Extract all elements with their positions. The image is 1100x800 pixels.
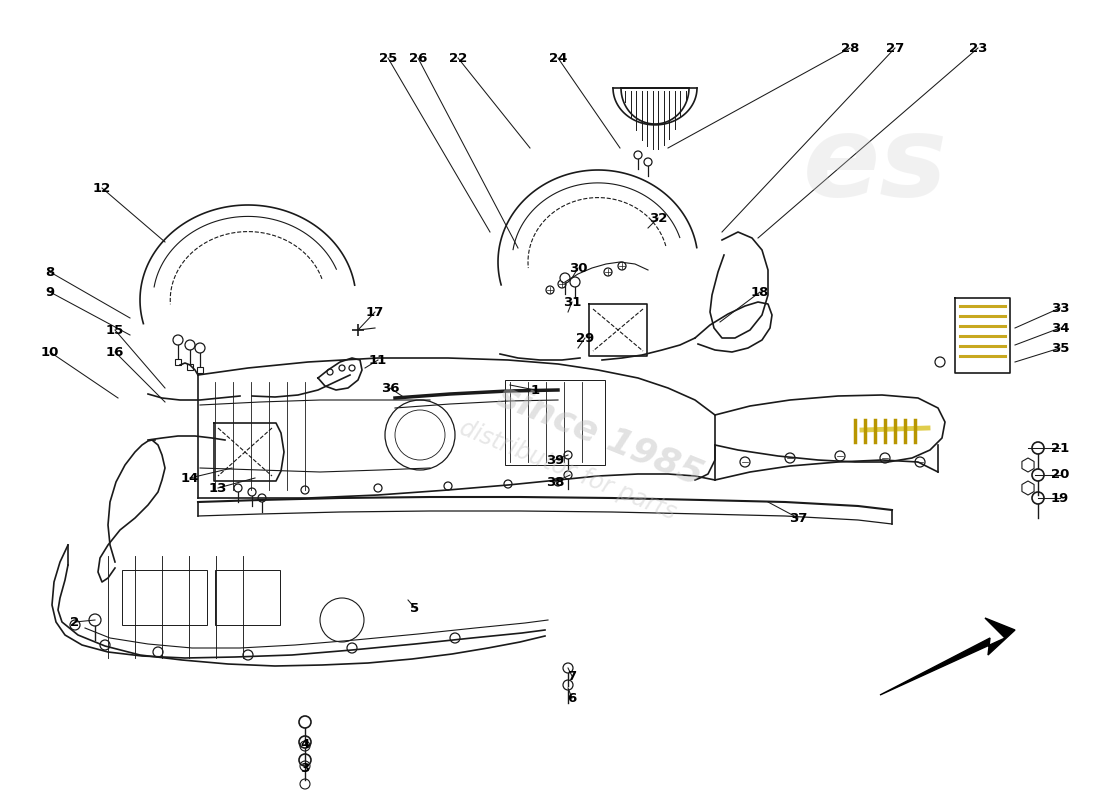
Text: 11: 11	[368, 354, 387, 366]
Circle shape	[100, 640, 110, 650]
Text: 32: 32	[649, 211, 668, 225]
Text: 5: 5	[410, 602, 419, 614]
Text: 4: 4	[300, 738, 309, 751]
Circle shape	[301, 486, 309, 494]
Text: 36: 36	[381, 382, 399, 394]
Text: 19: 19	[1050, 491, 1069, 505]
Text: 37: 37	[789, 511, 807, 525]
Text: 28: 28	[840, 42, 859, 54]
Text: 35: 35	[1050, 342, 1069, 354]
Circle shape	[604, 268, 612, 276]
Circle shape	[374, 484, 382, 492]
Text: since 1985: since 1985	[493, 378, 707, 492]
Circle shape	[258, 494, 266, 502]
Text: 6: 6	[568, 691, 576, 705]
Text: 31: 31	[563, 295, 581, 309]
Bar	[122, 570, 207, 625]
Text: 10: 10	[41, 346, 59, 358]
Circle shape	[554, 478, 562, 486]
Text: 25: 25	[378, 51, 397, 65]
Text: 8: 8	[45, 266, 55, 278]
Text: 23: 23	[969, 42, 987, 54]
Circle shape	[618, 262, 626, 270]
Polygon shape	[880, 618, 1015, 695]
Text: 13: 13	[209, 482, 228, 494]
Circle shape	[563, 680, 573, 690]
Text: 3: 3	[300, 762, 309, 774]
Text: 7: 7	[568, 670, 576, 682]
Circle shape	[504, 480, 512, 488]
Circle shape	[243, 650, 253, 660]
Text: 14: 14	[180, 471, 199, 485]
Circle shape	[173, 335, 183, 345]
Text: 1: 1	[530, 383, 540, 397]
Text: 26: 26	[409, 51, 427, 65]
Text: 22: 22	[449, 51, 468, 65]
Circle shape	[450, 633, 460, 643]
Text: 30: 30	[569, 262, 587, 274]
Text: 38: 38	[546, 475, 564, 489]
Circle shape	[546, 286, 554, 294]
Text: 9: 9	[45, 286, 55, 298]
Circle shape	[349, 365, 355, 371]
Circle shape	[1032, 442, 1044, 454]
Circle shape	[935, 357, 945, 367]
Circle shape	[327, 369, 333, 375]
Circle shape	[564, 471, 572, 479]
Text: 17: 17	[366, 306, 384, 318]
Circle shape	[560, 273, 570, 283]
Text: 29: 29	[576, 331, 594, 345]
Circle shape	[195, 343, 205, 353]
Circle shape	[785, 453, 795, 463]
Text: 18: 18	[751, 286, 769, 298]
Text: 34: 34	[1050, 322, 1069, 334]
Circle shape	[346, 643, 358, 653]
Circle shape	[880, 453, 890, 463]
Circle shape	[835, 451, 845, 461]
Circle shape	[299, 716, 311, 728]
Text: distributor for parts: distributor for parts	[456, 415, 680, 525]
Bar	[505, 380, 605, 465]
Text: 21: 21	[1050, 442, 1069, 454]
Bar	[214, 570, 280, 625]
Text: 2: 2	[70, 615, 79, 629]
Circle shape	[299, 736, 311, 748]
Circle shape	[564, 451, 572, 459]
Text: es: es	[803, 110, 947, 221]
Circle shape	[1032, 469, 1044, 481]
Circle shape	[634, 151, 642, 159]
Circle shape	[153, 647, 163, 657]
Circle shape	[89, 614, 101, 626]
Circle shape	[339, 365, 345, 371]
Text: 16: 16	[106, 346, 124, 358]
Circle shape	[70, 620, 80, 630]
Circle shape	[644, 158, 652, 166]
Text: 27: 27	[886, 42, 904, 54]
Circle shape	[558, 280, 566, 288]
Circle shape	[563, 663, 573, 673]
Circle shape	[570, 277, 580, 287]
Circle shape	[444, 482, 452, 490]
Circle shape	[234, 484, 242, 492]
Circle shape	[185, 340, 195, 350]
Circle shape	[299, 754, 311, 766]
Text: 15: 15	[106, 323, 124, 337]
Circle shape	[740, 457, 750, 467]
Circle shape	[1032, 492, 1044, 504]
Text: 33: 33	[1050, 302, 1069, 314]
Text: 12: 12	[92, 182, 111, 194]
Text: 24: 24	[549, 51, 568, 65]
Text: 20: 20	[1050, 469, 1069, 482]
Circle shape	[915, 457, 925, 467]
Text: 39: 39	[546, 454, 564, 466]
Circle shape	[248, 488, 256, 496]
